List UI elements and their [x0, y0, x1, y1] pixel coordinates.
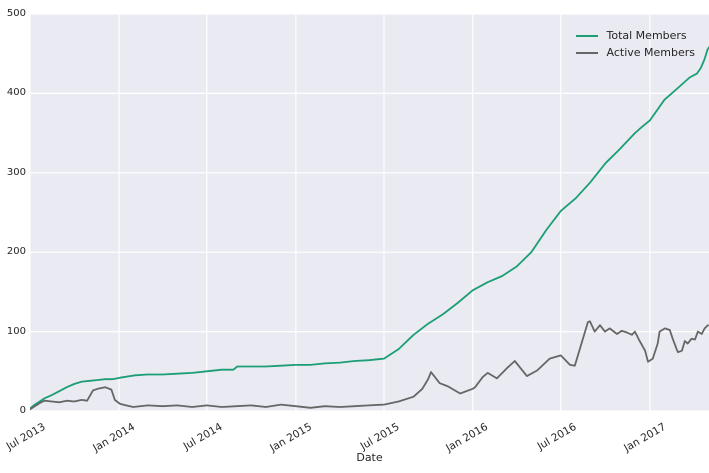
x-tick-label: Jul 2013 — [4, 420, 48, 453]
y-tick-label: 200 — [6, 246, 26, 258]
legend: Total Members Active Members — [575, 29, 696, 60]
total-members-line — [30, 46, 709, 410]
legend-swatch-total-line — [575, 35, 598, 37]
legend-label-total: Total Members — [606, 29, 687, 42]
x-axis-label: Date — [356, 451, 383, 464]
legend-item-active: Active Members — [575, 46, 696, 60]
y-tick-label: 400 — [6, 87, 26, 99]
x-tick-label: Jul 2015 — [358, 420, 402, 453]
y-tick-label: 0 — [19, 405, 26, 416]
active-members-line — [30, 320, 709, 411]
x-tick-label: Jul 2014 — [181, 420, 225, 453]
legend-item-total: Total Members — [575, 29, 687, 43]
x-tick-label: Jul 2016 — [535, 420, 579, 453]
y-tick-label: 100 — [6, 325, 26, 337]
y-tick-label: 300 — [6, 166, 26, 178]
plot-area: Total Members Active Members — [30, 14, 709, 411]
legend-label-active: Active Members — [606, 46, 696, 59]
legend-swatch-active-line — [575, 52, 598, 54]
y-tick-label: 500 — [6, 8, 26, 19]
chart-svg — [30, 14, 709, 411]
